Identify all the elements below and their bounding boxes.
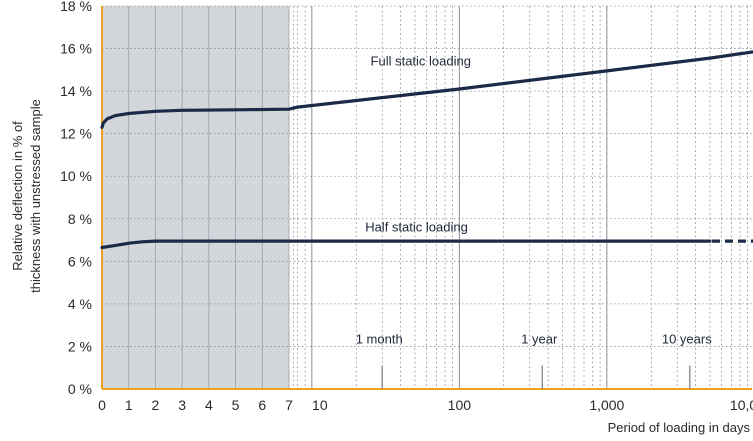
annotation-label-1: 1 year — [521, 331, 558, 346]
annotations: 1 month 1 year 10 years — [356, 331, 712, 389]
y-tick-label-1: 2 % — [68, 338, 92, 354]
x-tick-label-4: 4 — [205, 397, 213, 413]
x-tick-label-2: 2 — [152, 397, 160, 413]
x-tick-label-7: 7 — [285, 397, 293, 413]
grid — [102, 5, 752, 389]
shaded-region — [102, 6, 289, 389]
y-tick-label-0: 0 % — [68, 381, 92, 397]
series-line-0 — [100, 50, 753, 129]
y-tick-label-7: 14 % — [60, 83, 92, 99]
y-tick-label-8: 16 % — [60, 41, 92, 57]
y-tick-label-2: 4 % — [68, 296, 92, 312]
annotation-label-2: 10 years — [662, 331, 712, 346]
x-tick-label-9: 100 — [448, 397, 472, 413]
series-line-1 — [100, 239, 712, 250]
x-tick-label-8: 10 — [312, 397, 328, 413]
series: Full static loading Half static loading — [100, 50, 753, 250]
x-tick-label-3: 3 — [178, 397, 186, 413]
annotation-label-0: 1 month — [356, 331, 403, 346]
y-tick-label-5: 10 % — [60, 168, 92, 184]
y-tick-label-3: 6 % — [68, 253, 92, 269]
x-tick-label-6: 6 — [258, 397, 266, 413]
x-tick-label-1: 1 — [125, 397, 133, 413]
y-axis-title-line-2: thickness with unstressed sample — [28, 99, 43, 293]
y-axis-title-line-1: Relative deflection in % of — [10, 121, 25, 271]
x-tick-label-11: 10,000 — [730, 397, 753, 413]
x-tick-label-10: 1,000 — [589, 397, 624, 413]
y-tick-label-6: 12 % — [60, 126, 92, 142]
y-tick-label-4: 8 % — [68, 211, 92, 227]
tick-labels: 0 % 2 % 4 % 6 % 8 % 10 % 12 % 14 % 16 % 18 % 0 1 2 3 4… — [60, 0, 753, 413]
y-tick-label-9: 18 % — [60, 0, 92, 14]
series-label-0: Full static loading — [371, 54, 471, 69]
axes — [101, 6, 752, 390]
x-tick-label-0: 0 — [98, 397, 106, 413]
series-label-1: Half static loading — [365, 220, 468, 235]
x-axis-title: Period of loading in days — [608, 420, 751, 435]
x-tick-label-5: 5 — [232, 397, 240, 413]
